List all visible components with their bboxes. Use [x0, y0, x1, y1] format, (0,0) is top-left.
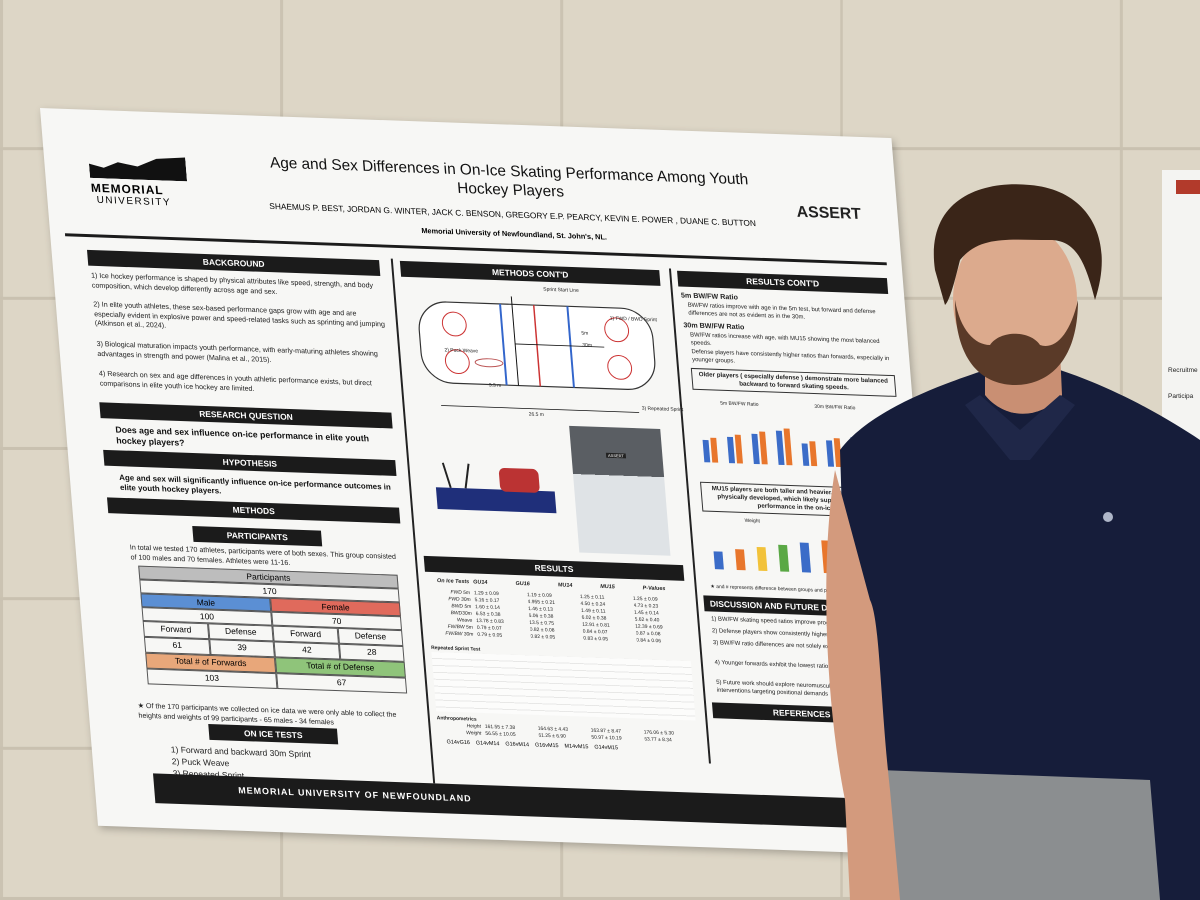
decorative-bar: [713, 551, 724, 570]
decorative-bar: [710, 437, 719, 463]
decorative-bar: [825, 440, 835, 467]
decorative-bar: [702, 439, 711, 463]
side-poster: Recruitme Participa: [1162, 170, 1200, 440]
decorative-bar: [756, 546, 768, 572]
decorative-bar: [726, 436, 736, 464]
decorative-bar: [751, 433, 760, 465]
decorative-bar: [833, 438, 842, 468]
rink-diagram: [418, 296, 656, 413]
side-logo: [1176, 180, 1200, 194]
decorative-bar: [775, 430, 785, 466]
decorative-bar: [809, 441, 818, 467]
decorative-bar: [799, 542, 812, 573]
side-text: Recruitme: [1168, 367, 1198, 374]
equipment-image: [435, 462, 557, 514]
decorative-bar: [783, 428, 793, 466]
decorative-bar: [801, 443, 810, 466]
decorative-bar: [778, 544, 790, 572]
decorative-bar: [735, 549, 746, 571]
decorative-bar: [734, 434, 743, 464]
side-text: Participa: [1168, 393, 1194, 400]
decorative-bar: [759, 431, 768, 465]
